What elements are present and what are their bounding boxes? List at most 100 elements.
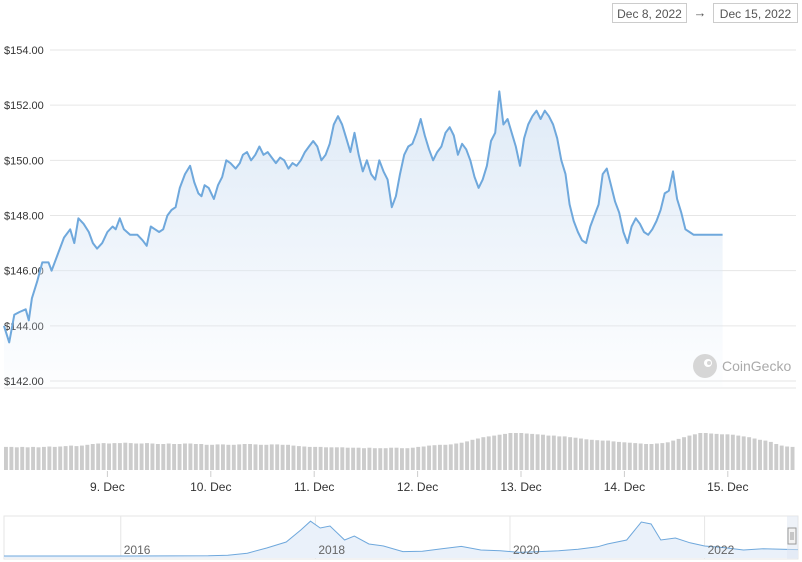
- volume-bar: [541, 434, 545, 470]
- volume-bar: [112, 443, 117, 470]
- volume-bar: [546, 435, 551, 470]
- volume-bar: [128, 443, 133, 470]
- x-tick-label: 10. Dec: [190, 480, 231, 494]
- volume-bar: [155, 444, 160, 470]
- volume-bar: [20, 446, 25, 470]
- volume-bar: [63, 446, 68, 470]
- volume-bar: [253, 444, 258, 470]
- volume-bar: [459, 442, 464, 470]
- volume-bar: [568, 437, 573, 470]
- volume-bar: [730, 434, 735, 470]
- y-tick-label: $152.00: [4, 100, 44, 112]
- price-line: [3, 90, 723, 344]
- volume-bar: [660, 443, 665, 470]
- volume-bar: [269, 444, 274, 470]
- volume-bar: [74, 446, 79, 470]
- volume-bar: [649, 444, 654, 470]
- volume-bar: [313, 446, 318, 470]
- range-end-date-field[interactable]: Dec 15, 2022: [713, 3, 798, 23]
- coingecko-logo-pupil: [707, 361, 711, 365]
- volume-bar: [470, 439, 475, 470]
- volume-bar: [356, 447, 361, 470]
- volume-bar: [291, 445, 296, 470]
- volume-bar: [405, 448, 410, 470]
- volume-bar: [551, 435, 556, 470]
- volume-bar: [210, 444, 215, 470]
- volume-bar: [448, 444, 453, 470]
- volume-bar: [790, 446, 795, 470]
- coingecko-watermark: CoinGecko: [693, 354, 791, 378]
- volume-bar: [204, 444, 209, 470]
- volume-bar: [264, 444, 269, 470]
- volume-bar: [437, 444, 442, 470]
- volume-bar: [296, 446, 301, 470]
- y-tick-label: $154.00: [4, 45, 44, 57]
- volume-bar: [416, 446, 421, 470]
- volume-bar: [166, 443, 171, 470]
- volume-bar: [638, 443, 643, 470]
- volume-bar: [692, 434, 697, 470]
- x-tick-label: 13. Dec: [500, 480, 541, 494]
- volume-bar: [220, 444, 225, 470]
- volume-bar: [351, 447, 356, 470]
- y-tick-label: $148.00: [4, 211, 44, 223]
- volume-bar: [573, 437, 578, 470]
- volume-bar: [4, 446, 8, 470]
- volume-bar: [280, 444, 285, 470]
- volume-bar: [123, 442, 128, 470]
- x-axis-tick-labels: 9. Dec 10. Dec 11. Dec 12. Dec 13. Dec 14. De…: [90, 471, 748, 494]
- volume-bar: [475, 438, 480, 470]
- volume-bar: [481, 437, 486, 470]
- range-start-date-field[interactable]: Dec 8, 2022: [612, 3, 687, 23]
- navigator-year-label: 2020: [513, 543, 540, 557]
- volume-bar: [703, 433, 708, 470]
- volume-bar: [107, 443, 111, 470]
- volume-bar: [535, 434, 540, 470]
- volume-bar: [644, 444, 649, 470]
- x-tick-label: 15. Dec: [707, 480, 748, 494]
- volume-bar: [14, 447, 19, 470]
- volume-bar: [340, 447, 345, 470]
- volume-bar: [183, 443, 187, 470]
- volume-bar: [443, 444, 448, 470]
- watermark-text: CoinGecko: [722, 358, 791, 374]
- volume-bar: [79, 445, 84, 470]
- volume-bar: [117, 443, 122, 470]
- volume-bar: [9, 446, 14, 470]
- volume-bar: [747, 437, 752, 470]
- volume-bar: [400, 448, 404, 470]
- volume-bar: [492, 435, 497, 470]
- volume-bar: [562, 436, 567, 470]
- volume-bar: [725, 434, 730, 470]
- volume-bar: [519, 433, 524, 470]
- volume-bar: [215, 444, 220, 470]
- navigator-handle[interactable]: [787, 527, 797, 545]
- volume-bar: [139, 443, 144, 470]
- navigator[interactable]: 2016 2018 2020 2022: [3, 515, 799, 560]
- x-tick-label: 9. Dec: [90, 480, 125, 494]
- volume-bar: [25, 447, 30, 470]
- volume-bar: [497, 434, 502, 470]
- volume-bar: [394, 447, 399, 470]
- volume-bar: [557, 436, 562, 470]
- volume-bar: [714, 433, 719, 470]
- navigator-year-label: 2016: [124, 543, 151, 557]
- volume-bar: [513, 433, 518, 470]
- volume-bar: [161, 444, 166, 470]
- volume-bar: [465, 441, 470, 470]
- volume-bar: [606, 440, 611, 470]
- volume-bar: [248, 444, 253, 470]
- volume-bar: [633, 443, 638, 470]
- volume-bar: [226, 444, 231, 470]
- volume-bar: [302, 446, 307, 470]
- volume-bar: [665, 442, 670, 470]
- x-tick-label: 14. Dec: [604, 480, 645, 494]
- volume-bar: [52, 446, 57, 470]
- volume-bar: [58, 446, 63, 470]
- volume-bar: [774, 444, 779, 470]
- volume-bar: [698, 433, 703, 470]
- y-tick-label: $146.00: [4, 266, 44, 278]
- volume-bar: [69, 445, 74, 470]
- volume-bar: [486, 436, 491, 470]
